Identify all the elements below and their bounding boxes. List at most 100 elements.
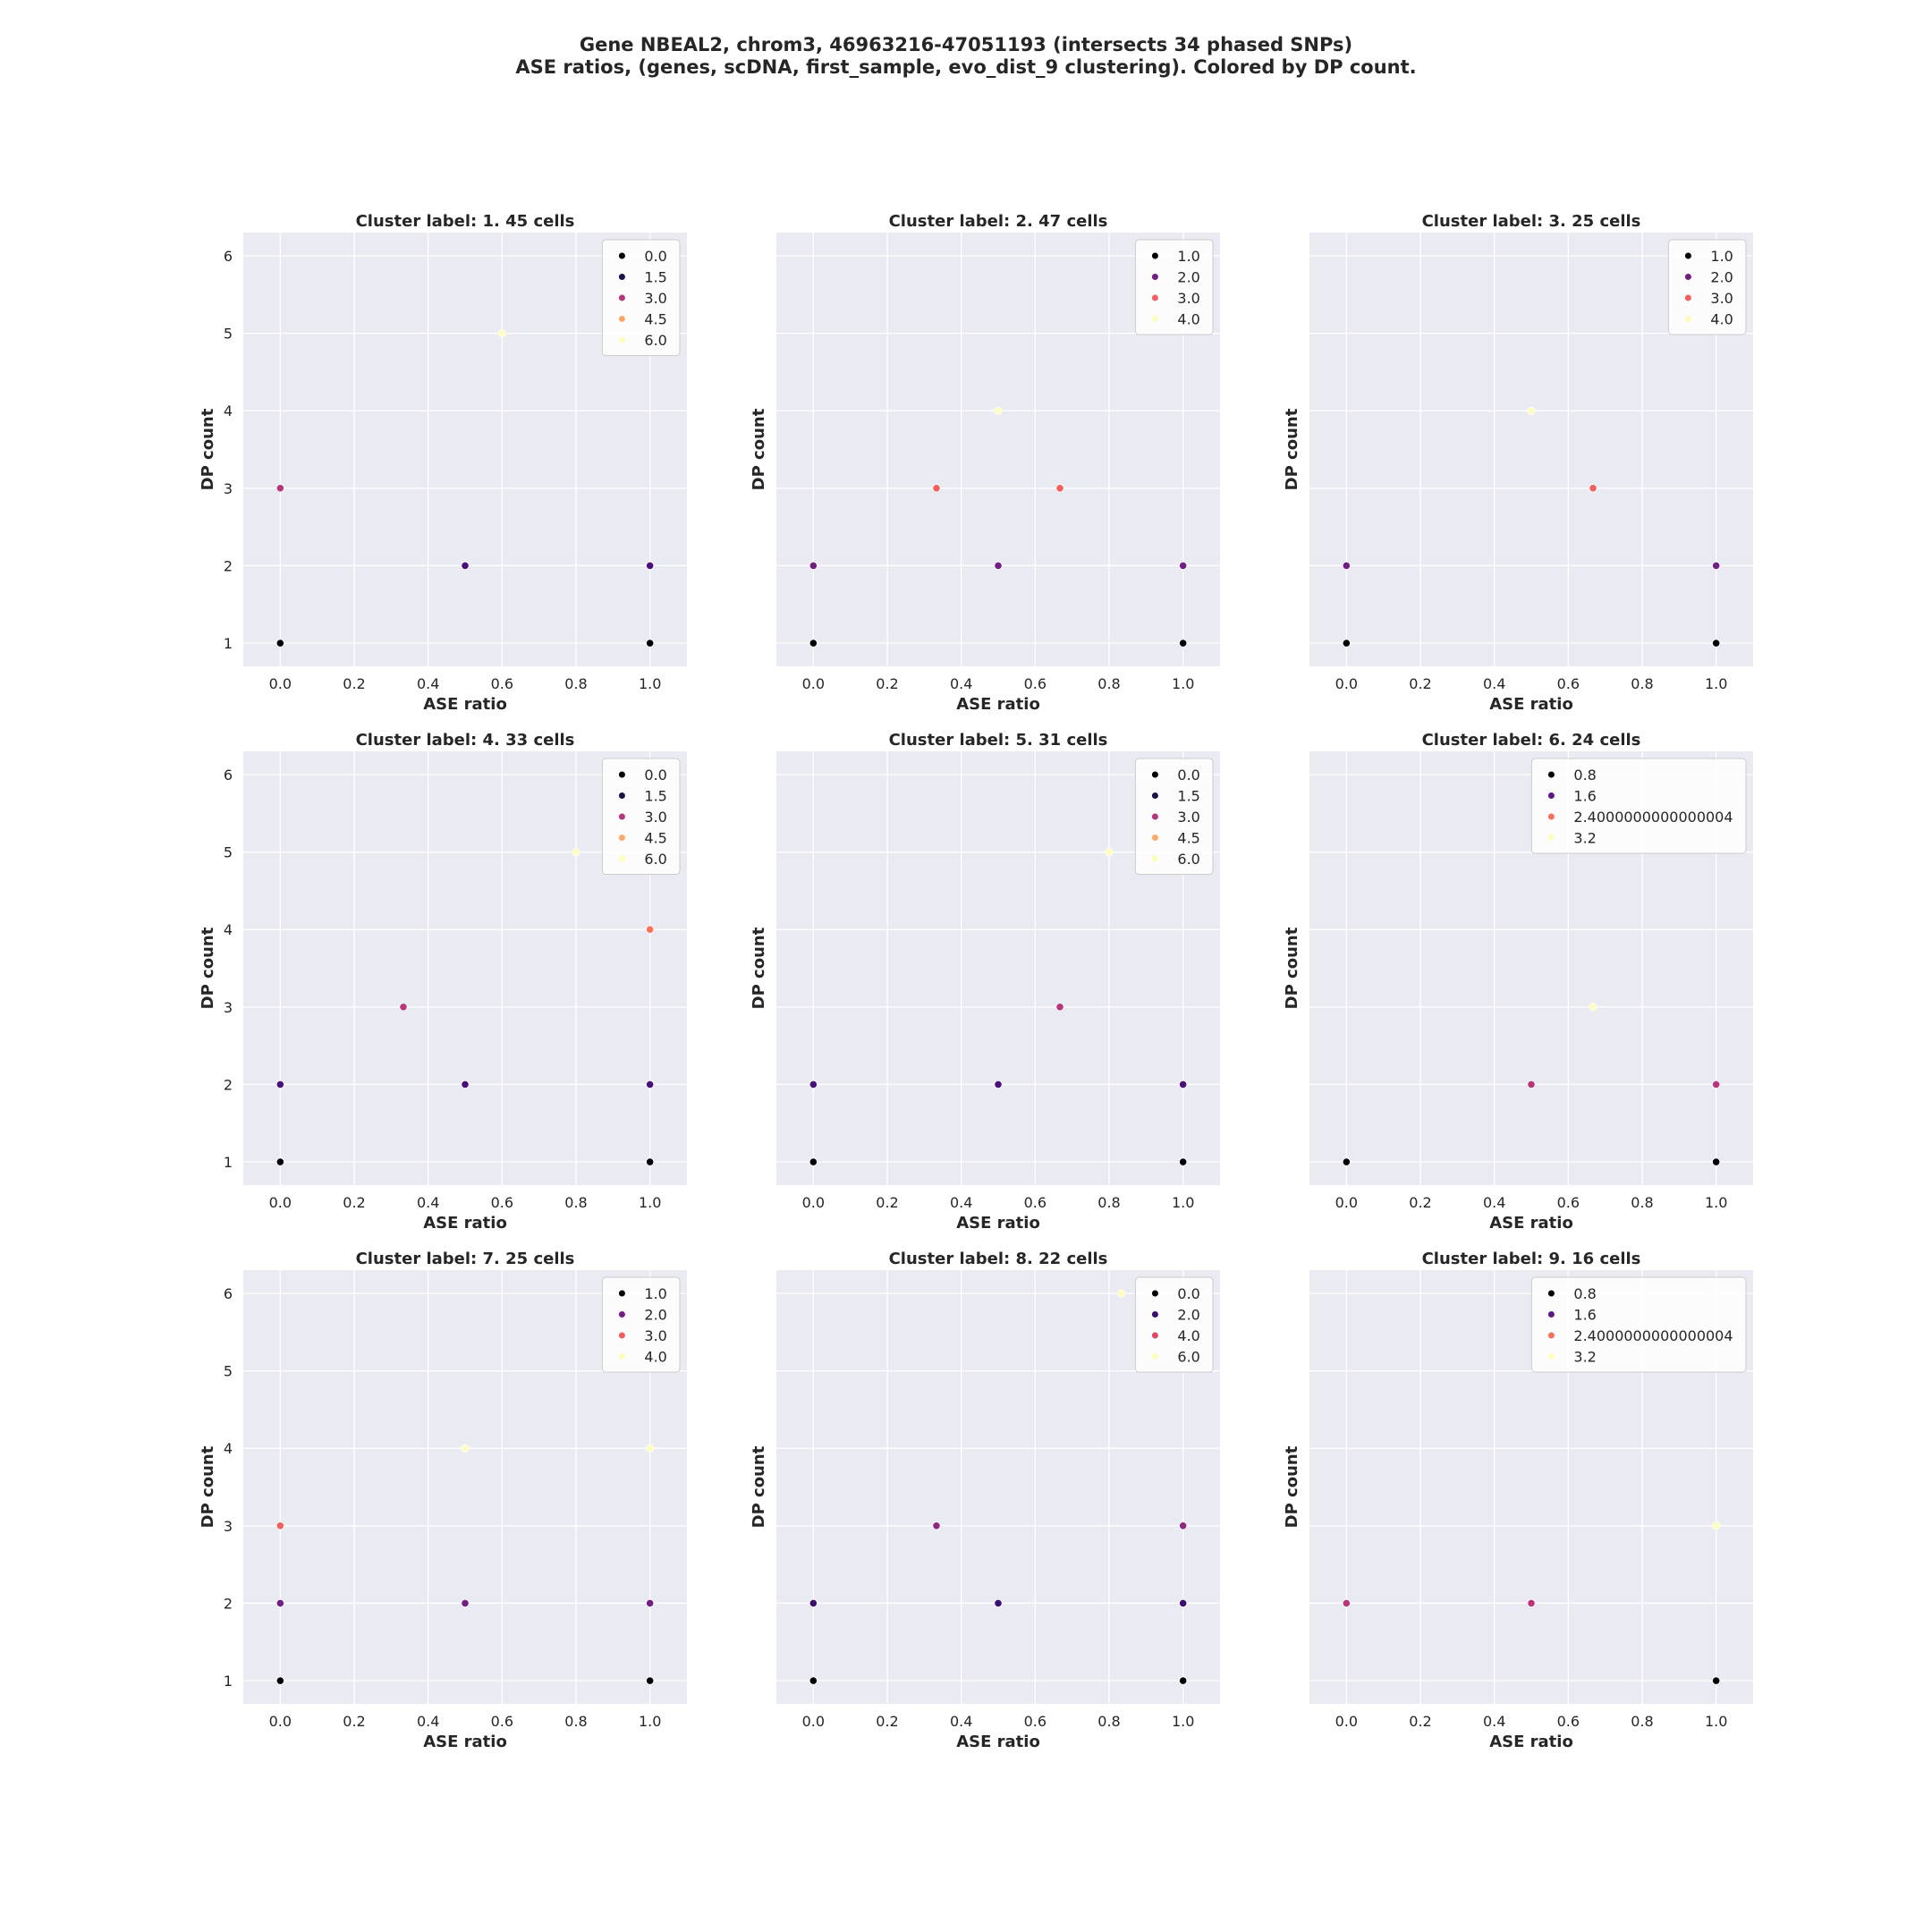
- data-point: [1712, 561, 1721, 571]
- legend-label: 3.0: [1177, 290, 1199, 307]
- legend-label: 0.8: [1573, 1285, 1596, 1302]
- x-tick-label: 0.8: [1097, 1194, 1120, 1211]
- legend-marker: [1151, 855, 1158, 862]
- data-point: [809, 1676, 818, 1685]
- panel-title: Cluster label: 3. 25 cells: [1422, 212, 1641, 231]
- legend-label: 1.5: [644, 269, 666, 286]
- data-point: [646, 639, 655, 648]
- data-point: [994, 1080, 1003, 1089]
- legend-label: 3.2: [1573, 1349, 1596, 1366]
- legend-label: 3.0: [1177, 809, 1199, 826]
- x-tick-label: 0.2: [343, 675, 365, 692]
- x-tick-label: 0.8: [564, 1713, 587, 1730]
- y-axis-label: DP count: [199, 927, 217, 1009]
- legend-label: 2.0: [644, 1307, 666, 1324]
- legend-marker: [1151, 274, 1158, 280]
- x-tick-label: 0.0: [802, 675, 825, 692]
- data-point: [646, 925, 655, 934]
- legend: 0.0 1.5 3.0 4.5 6.0: [1134, 758, 1214, 875]
- legend: 1.0 2.0 3.0 4.0: [601, 1276, 681, 1373]
- data-point: [1712, 1521, 1721, 1530]
- legend-marker: [1151, 813, 1158, 820]
- x-axis-label: ASE ratio: [956, 1214, 1040, 1233]
- legend-marker: [1151, 1332, 1158, 1339]
- y-axis-label: DP count: [1283, 1445, 1301, 1528]
- legend-label: 1.5: [644, 788, 666, 805]
- data-point: [1179, 1157, 1188, 1166]
- data-point: [994, 561, 1003, 571]
- data-point: [646, 1444, 655, 1453]
- data-point: [932, 1521, 941, 1530]
- x-tick-label: 0.0: [1335, 1713, 1358, 1730]
- legend-box: [1530, 758, 1747, 854]
- x-tick-label: 0.0: [802, 1713, 825, 1730]
- legend-marker: [618, 813, 625, 820]
- x-tick-label: 0.0: [269, 1194, 292, 1211]
- figure-title: Gene NBEAL2, chrom3, 46963216-47051193 (…: [0, 34, 1932, 79]
- y-axis-label: DP count: [1283, 927, 1301, 1009]
- y-tick-label: 1: [224, 1673, 233, 1690]
- y-tick-label: 3: [224, 1518, 233, 1535]
- x-tick-label: 0.4: [417, 675, 439, 692]
- legend-box: [1134, 239, 1214, 335]
- legend: 1.0 2.0 3.0 4.0: [1667, 239, 1747, 335]
- data-point: [1342, 561, 1351, 571]
- x-tick-label: 0.4: [417, 1713, 439, 1730]
- legend-marker: [618, 294, 625, 301]
- x-axis-label: ASE ratio: [423, 1214, 507, 1233]
- legend-label: 3.0: [644, 1327, 666, 1344]
- x-tick-label: 1.0: [639, 1713, 661, 1730]
- x-tick-label: 0.2: [876, 1194, 898, 1211]
- legend-label: 1.5: [1177, 788, 1199, 805]
- x-tick-label: 0.8: [1097, 675, 1120, 692]
- data-point: [1712, 1676, 1721, 1685]
- x-tick-label: 0.4: [950, 1194, 972, 1211]
- legend-box: [601, 1276, 681, 1373]
- legend-label: 2.4000000000000004: [1573, 809, 1733, 826]
- x-axis-label: ASE ratio: [1489, 695, 1573, 714]
- scatter-panel-6: 0.0 0.2 0.4 0.6 0.8 1.0 Cluster label: 6. 24 c…: [1283, 731, 1753, 1233]
- x-tick-label: 0.8: [564, 1194, 587, 1211]
- legend-marker: [618, 1353, 625, 1360]
- legend-label: 2.0: [1177, 269, 1199, 286]
- x-tick-label: 0.0: [1335, 675, 1358, 692]
- legend-marker: [1547, 1290, 1555, 1297]
- x-tick-label: 0.2: [1409, 675, 1431, 692]
- data-point: [646, 1080, 655, 1089]
- legend-label: 6.0: [644, 851, 666, 868]
- x-tick-label: 0.0: [802, 1194, 825, 1211]
- legend-label: 4.5: [1177, 830, 1199, 847]
- x-tick-label: 0.4: [1483, 1713, 1505, 1730]
- data-point: [1342, 639, 1351, 648]
- legend-label: 0.8: [1573, 767, 1596, 784]
- x-tick-label: 0.6: [1024, 1713, 1046, 1730]
- x-tick-label: 1.0: [1705, 1194, 1727, 1211]
- data-point: [809, 639, 818, 648]
- panel-title: Cluster label: 9. 16 cells: [1422, 1250, 1641, 1268]
- legend-marker: [618, 1332, 625, 1339]
- x-tick-label: 1.0: [1172, 1713, 1194, 1730]
- legend-label: 2.4000000000000004: [1573, 1327, 1733, 1344]
- legend-marker: [1684, 294, 1691, 301]
- legend-marker: [1684, 252, 1691, 259]
- legend-marker: [618, 835, 625, 841]
- legend-label: 4.0: [1177, 311, 1199, 328]
- data-point: [1342, 1157, 1351, 1166]
- y-tick-label: 2: [224, 1595, 233, 1612]
- y-tick-label: 6: [224, 767, 233, 784]
- legend-label: 2.0: [1177, 1307, 1199, 1324]
- data-point: [497, 328, 506, 338]
- data-point: [1712, 1157, 1721, 1166]
- x-tick-label: 0.2: [343, 1194, 365, 1211]
- legend-marker: [618, 1311, 625, 1318]
- data-point: [461, 1080, 470, 1089]
- data-point: [1179, 639, 1188, 648]
- legend-marker: [1151, 1290, 1158, 1297]
- legend: 0.0 2.0 4.0 6.0: [1134, 1276, 1214, 1373]
- legend-marker: [618, 336, 625, 343]
- legend-marker: [1151, 792, 1158, 799]
- panel-title: Cluster label: 6. 24 cells: [1422, 731, 1641, 750]
- x-tick-label: 0.6: [1024, 675, 1046, 692]
- panel-title: Cluster label: 4. 33 cells: [356, 731, 575, 750]
- x-tick-label: 0.2: [1409, 1713, 1431, 1730]
